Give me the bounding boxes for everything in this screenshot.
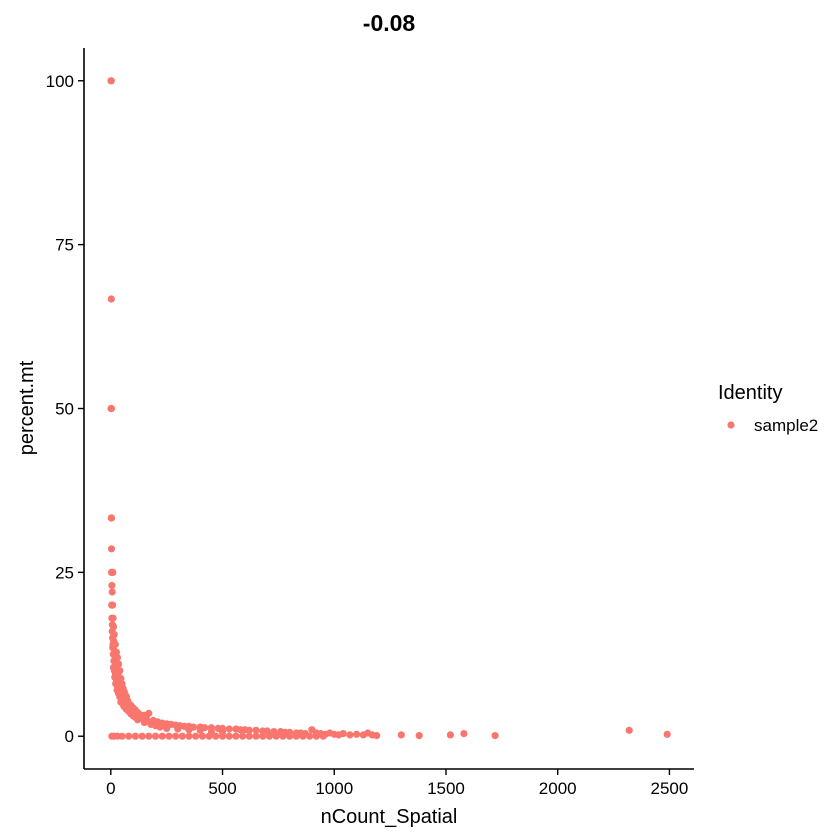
data-point [158, 732, 166, 740]
data-point [415, 732, 423, 740]
data-point [165, 732, 173, 740]
y-tick-label: 0 [65, 727, 74, 746]
y-tick-label: 25 [55, 563, 74, 582]
legend-marker [727, 421, 735, 429]
data-point [252, 732, 260, 740]
data-point [174, 725, 182, 733]
data-point [109, 614, 117, 622]
data-point [163, 724, 171, 733]
points-layer [107, 77, 671, 740]
data-point [138, 732, 146, 740]
legend: Identity sample2 [718, 382, 818, 435]
data-point [118, 732, 126, 740]
data-point [107, 77, 115, 85]
data-point [107, 545, 116, 553]
data-point [151, 732, 160, 740]
x-tick-label: 1500 [427, 779, 465, 798]
x-tick-label: 2500 [651, 779, 689, 798]
data-point [145, 709, 153, 717]
data-point [232, 732, 240, 740]
data-point [245, 726, 253, 734]
data-point [198, 732, 206, 740]
data-point [625, 726, 633, 734]
x-tick-label: 0 [106, 779, 115, 798]
x-axis-label: nCount_Spatial [321, 806, 458, 828]
data-point [292, 732, 300, 740]
data-point [109, 568, 117, 577]
data-point [109, 601, 117, 609]
data-point [397, 731, 405, 739]
data-point [108, 588, 116, 596]
data-point [140, 718, 148, 727]
y-tick-label: 75 [55, 236, 74, 255]
chart-title: -0.08 [363, 10, 416, 36]
data-point [265, 732, 274, 740]
data-point [225, 725, 233, 733]
data-point [107, 295, 115, 303]
legend-title: Identity [718, 382, 782, 404]
data-point [286, 732, 294, 740]
data-point [663, 730, 671, 738]
data-point [107, 514, 116, 522]
data-point [131, 732, 139, 740]
data-point [225, 732, 233, 740]
data-point [245, 732, 253, 740]
data-point [460, 730, 468, 738]
data-point [218, 732, 227, 740]
data-point [373, 732, 381, 740]
y-axis-label: percent.mt [16, 360, 38, 455]
x-tick-label: 1000 [315, 779, 353, 798]
data-point [299, 732, 307, 740]
data-point [491, 732, 499, 740]
data-point [312, 732, 320, 740]
x-ticks: 0 500 1000 1500 2000 2500 [106, 769, 688, 798]
data-point [125, 732, 133, 740]
y-tick-label: 100 [46, 72, 74, 91]
data-point [259, 732, 267, 740]
data-point [145, 732, 153, 740]
data-point [272, 732, 280, 740]
data-point [319, 732, 327, 740]
data-point [212, 732, 220, 740]
y-tick-label: 50 [55, 400, 74, 419]
data-point [239, 732, 247, 740]
data-point [279, 732, 287, 740]
data-point [446, 731, 454, 739]
y-ticks: 0 25 50 75 100 [46, 72, 84, 746]
data-point [108, 581, 116, 590]
data-point [172, 732, 180, 740]
data-point [185, 726, 193, 734]
data-point [196, 726, 204, 734]
data-point [134, 716, 142, 724]
data-point [107, 404, 116, 413]
data-point [353, 730, 361, 738]
data-point [346, 731, 354, 739]
x-tick-label: 500 [208, 779, 236, 798]
data-point [205, 732, 213, 740]
data-point [156, 723, 164, 731]
data-point [192, 732, 200, 740]
data-point [339, 730, 347, 738]
data-point [306, 732, 314, 740]
legend-label: sample2 [754, 416, 818, 435]
data-point [185, 732, 193, 740]
data-point [252, 726, 260, 734]
x-tick-label: 2000 [539, 779, 577, 798]
data-point [178, 732, 186, 740]
